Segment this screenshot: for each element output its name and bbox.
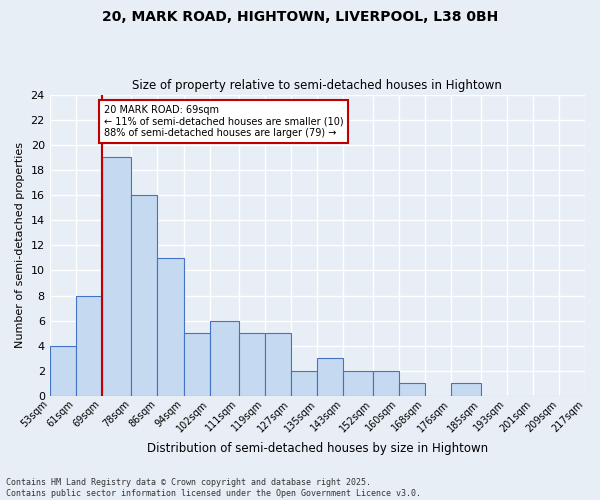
Bar [157, 258, 184, 396]
Bar [317, 358, 343, 396]
Bar [209, 320, 239, 396]
Bar [76, 296, 102, 396]
Bar [291, 371, 317, 396]
X-axis label: Distribution of semi-detached houses by size in Hightown: Distribution of semi-detached houses by … [147, 442, 488, 455]
Bar [50, 346, 76, 396]
Bar [343, 371, 373, 396]
Text: 20, MARK ROAD, HIGHTOWN, LIVERPOOL, L38 0BH: 20, MARK ROAD, HIGHTOWN, LIVERPOOL, L38 … [102, 10, 498, 24]
Bar [265, 333, 291, 396]
Bar [184, 333, 209, 396]
Text: Contains HM Land Registry data © Crown copyright and database right 2025.
Contai: Contains HM Land Registry data © Crown c… [6, 478, 421, 498]
Bar [373, 371, 399, 396]
Bar [131, 195, 157, 396]
Y-axis label: Number of semi-detached properties: Number of semi-detached properties [15, 142, 25, 348]
Bar [102, 158, 131, 396]
Title: Size of property relative to semi-detached houses in Hightown: Size of property relative to semi-detach… [133, 79, 502, 92]
Text: 20 MARK ROAD: 69sqm
← 11% of semi-detached houses are smaller (10)
88% of semi-d: 20 MARK ROAD: 69sqm ← 11% of semi-detach… [104, 104, 343, 138]
Bar [451, 384, 481, 396]
Bar [399, 384, 425, 396]
Bar [239, 333, 265, 396]
